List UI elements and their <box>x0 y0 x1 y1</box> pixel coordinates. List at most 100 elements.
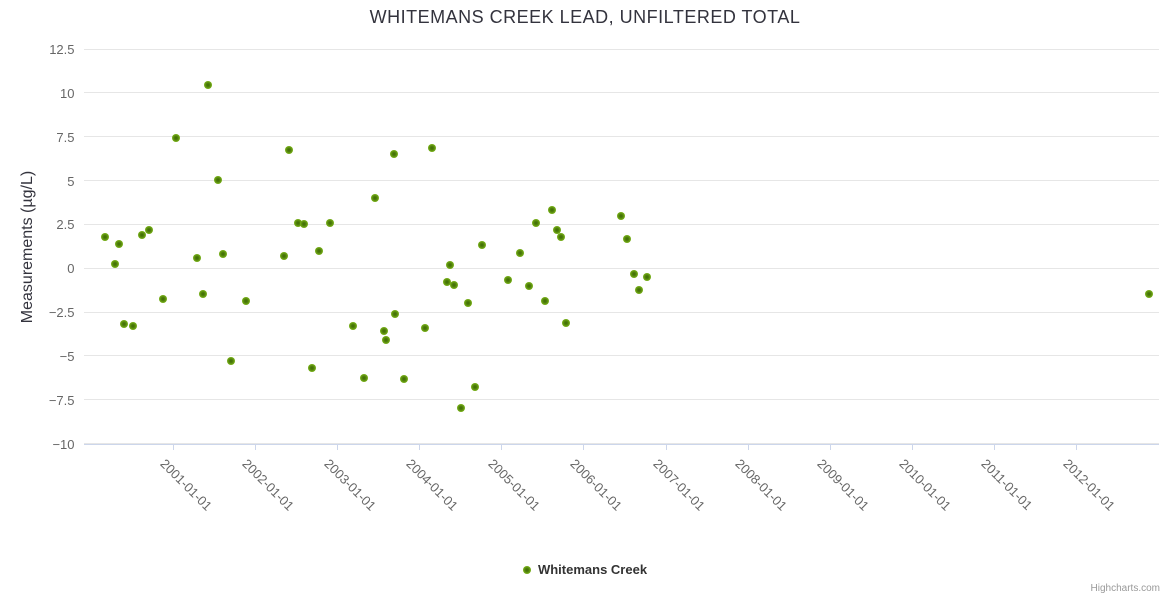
data-point[interactable] <box>399 374 408 383</box>
data-point[interactable] <box>213 175 222 184</box>
y-axis-tick-label: −5 <box>59 348 75 364</box>
x-axis-tick-label-text: 2012-01-01 <box>1060 455 1119 514</box>
y-axis-tick-label: 12.5 <box>49 42 75 57</box>
highcharts-credits-link[interactable]: Highcharts.com <box>1090 583 1160 594</box>
y-gridline <box>83 267 1159 269</box>
data-point[interactable] <box>540 297 549 306</box>
x-axis-tick-mark <box>172 444 174 450</box>
data-point[interactable] <box>443 278 452 287</box>
data-point[interactable] <box>629 270 638 279</box>
x-axis-tick-mark <box>254 444 256 450</box>
x-axis-tick-mark <box>665 444 667 450</box>
data-point[interactable] <box>280 251 289 260</box>
data-point[interactable] <box>557 232 566 241</box>
data-point[interactable] <box>421 323 430 332</box>
data-point[interactable] <box>463 299 472 308</box>
x-axis-tick-label-text: 2006-01-01 <box>567 455 626 514</box>
x-axis-tick-label-text: 2002-01-01 <box>239 455 297 514</box>
x-axis-tick-label-text: 2004-01-01 <box>403 455 462 514</box>
data-point[interactable] <box>128 322 137 331</box>
legend-label: Whitemans Creek <box>537 562 648 577</box>
data-point[interactable] <box>390 150 399 159</box>
data-point[interactable] <box>193 253 202 262</box>
data-point[interactable] <box>471 383 480 392</box>
data-point[interactable] <box>516 249 525 258</box>
x-axis-tick-mark <box>501 444 503 450</box>
data-point[interactable] <box>137 230 146 239</box>
data-point[interactable] <box>531 219 540 228</box>
data-point[interactable] <box>115 240 124 249</box>
data-point[interactable] <box>390 309 399 318</box>
data-point[interactable] <box>219 250 228 259</box>
data-point[interactable] <box>144 225 153 234</box>
data-point[interactable] <box>285 145 294 154</box>
y-gridline <box>83 180 1159 181</box>
data-point[interactable] <box>227 357 236 366</box>
data-point[interactable] <box>381 336 390 345</box>
data-point[interactable] <box>1144 290 1153 299</box>
data-point[interactable] <box>379 327 388 336</box>
x-axis-tick-label-text: 2003-01-01 <box>321 455 379 514</box>
x-axis-tick-mark <box>336 444 338 450</box>
y-axis-tick-label: −10 <box>52 436 75 452</box>
data-point[interactable] <box>359 373 368 382</box>
data-point[interactable] <box>158 294 167 303</box>
data-point[interactable] <box>623 235 632 244</box>
chart-title: WHITEMANS CREEK LEAD, UNFILTERED TOTAL <box>369 7 801 27</box>
y-axis-tick-label: 10 <box>60 85 75 101</box>
y-axis-tick-label: 5 <box>67 173 75 189</box>
data-point[interactable] <box>307 364 316 373</box>
x-axis-tick-mark <box>994 444 996 450</box>
data-point[interactable] <box>478 241 487 250</box>
x-axis-tick-mark <box>829 444 831 450</box>
data-point[interactable] <box>450 280 459 289</box>
y-axis-tick-label: −7.5 <box>48 392 75 408</box>
data-point[interactable] <box>370 194 379 203</box>
x-axis-tick-label-text: 2005-01-01 <box>485 455 544 514</box>
x-axis-tick-mark <box>747 444 749 450</box>
data-point[interactable] <box>110 259 119 268</box>
x-axis-tick-mark <box>419 444 421 450</box>
x-axis-tick-label-text: 2009-01-01 <box>814 455 872 514</box>
data-point[interactable] <box>204 80 213 89</box>
y-axis-tick-label: 2.5 <box>56 217 75 233</box>
data-point[interactable] <box>504 276 513 285</box>
data-point[interactable] <box>300 220 309 229</box>
data-point[interactable] <box>525 281 534 290</box>
data-point[interactable] <box>293 218 302 227</box>
x-axis-tick-mark <box>583 444 585 450</box>
data-point[interactable] <box>634 286 643 295</box>
data-point[interactable] <box>562 318 571 327</box>
data-point[interactable] <box>553 225 562 234</box>
x-axis-line <box>83 443 1159 445</box>
data-point[interactable] <box>643 272 652 281</box>
data-point[interactable] <box>427 144 436 153</box>
data-point[interactable] <box>456 403 465 412</box>
x-axis-tick-label-text: 2008-01-01 <box>732 455 790 514</box>
data-point[interactable] <box>171 133 180 142</box>
data-point[interactable] <box>349 322 358 331</box>
legend-item-whitemans-creek[interactable]: Whitemans Creek <box>0 562 1170 577</box>
y-gridline <box>83 223 1159 225</box>
x-axis-tick-mark <box>1076 444 1078 450</box>
y-axis-tick-label: 0 <box>67 261 75 277</box>
data-point[interactable] <box>315 246 324 255</box>
y-gridline <box>83 355 1159 357</box>
y-gridline <box>83 48 1159 50</box>
y-gridline <box>83 399 1159 401</box>
data-point[interactable] <box>100 233 109 242</box>
x-axis-tick-mark <box>912 444 913 450</box>
data-point[interactable] <box>616 212 625 221</box>
data-point[interactable] <box>547 206 556 215</box>
data-point[interactable] <box>446 260 455 269</box>
x-axis-tick-label-text: 2007-01-01 <box>649 455 708 514</box>
data-point[interactable] <box>242 296 251 305</box>
data-point[interactable] <box>198 289 207 298</box>
y-axis-tick-label: −2.5 <box>48 305 75 320</box>
data-point[interactable] <box>326 218 335 227</box>
data-point[interactable] <box>120 320 129 329</box>
legend-marker-icon <box>522 565 531 574</box>
y-axis-tick-label: 7.5 <box>56 129 75 145</box>
x-axis-tick-label-text: 2010-01-01 <box>896 455 955 514</box>
